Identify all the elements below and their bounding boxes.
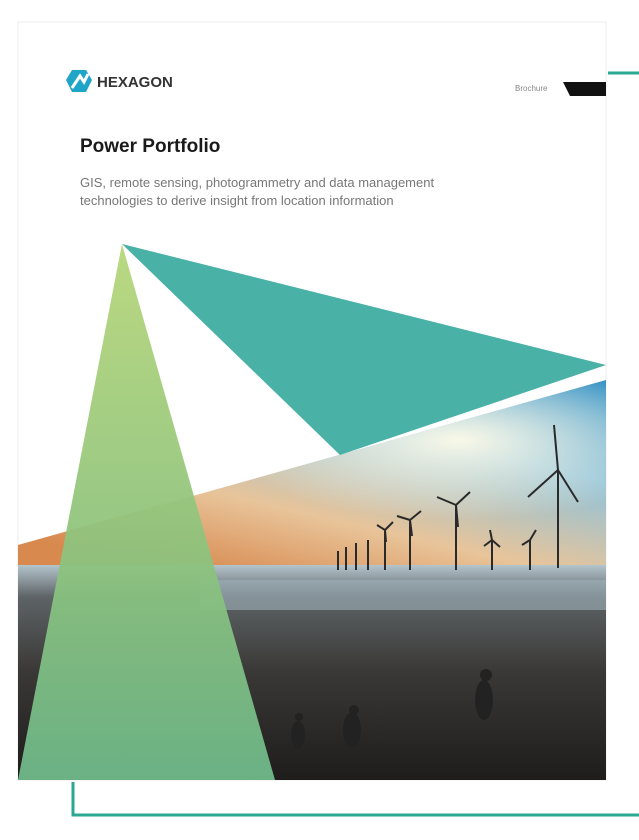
subtitle-line: technologies to derive insight from loca… (80, 193, 394, 208)
brochure-cover: HEXAGON Brochure Power Portfolio GIS, re… (0, 0, 639, 840)
brand: HEXAGON (97, 74, 173, 91)
subtitle-line: GIS, remote sensing, photogrammetry and … (80, 175, 434, 190)
doc-type-tab (563, 82, 606, 96)
page: HEXAGON Brochure Power Portfolio GIS, re… (0, 0, 639, 840)
doc-type: Brochure (515, 84, 548, 93)
title: Power Portfolio (80, 136, 220, 157)
accent-line (73, 782, 639, 815)
